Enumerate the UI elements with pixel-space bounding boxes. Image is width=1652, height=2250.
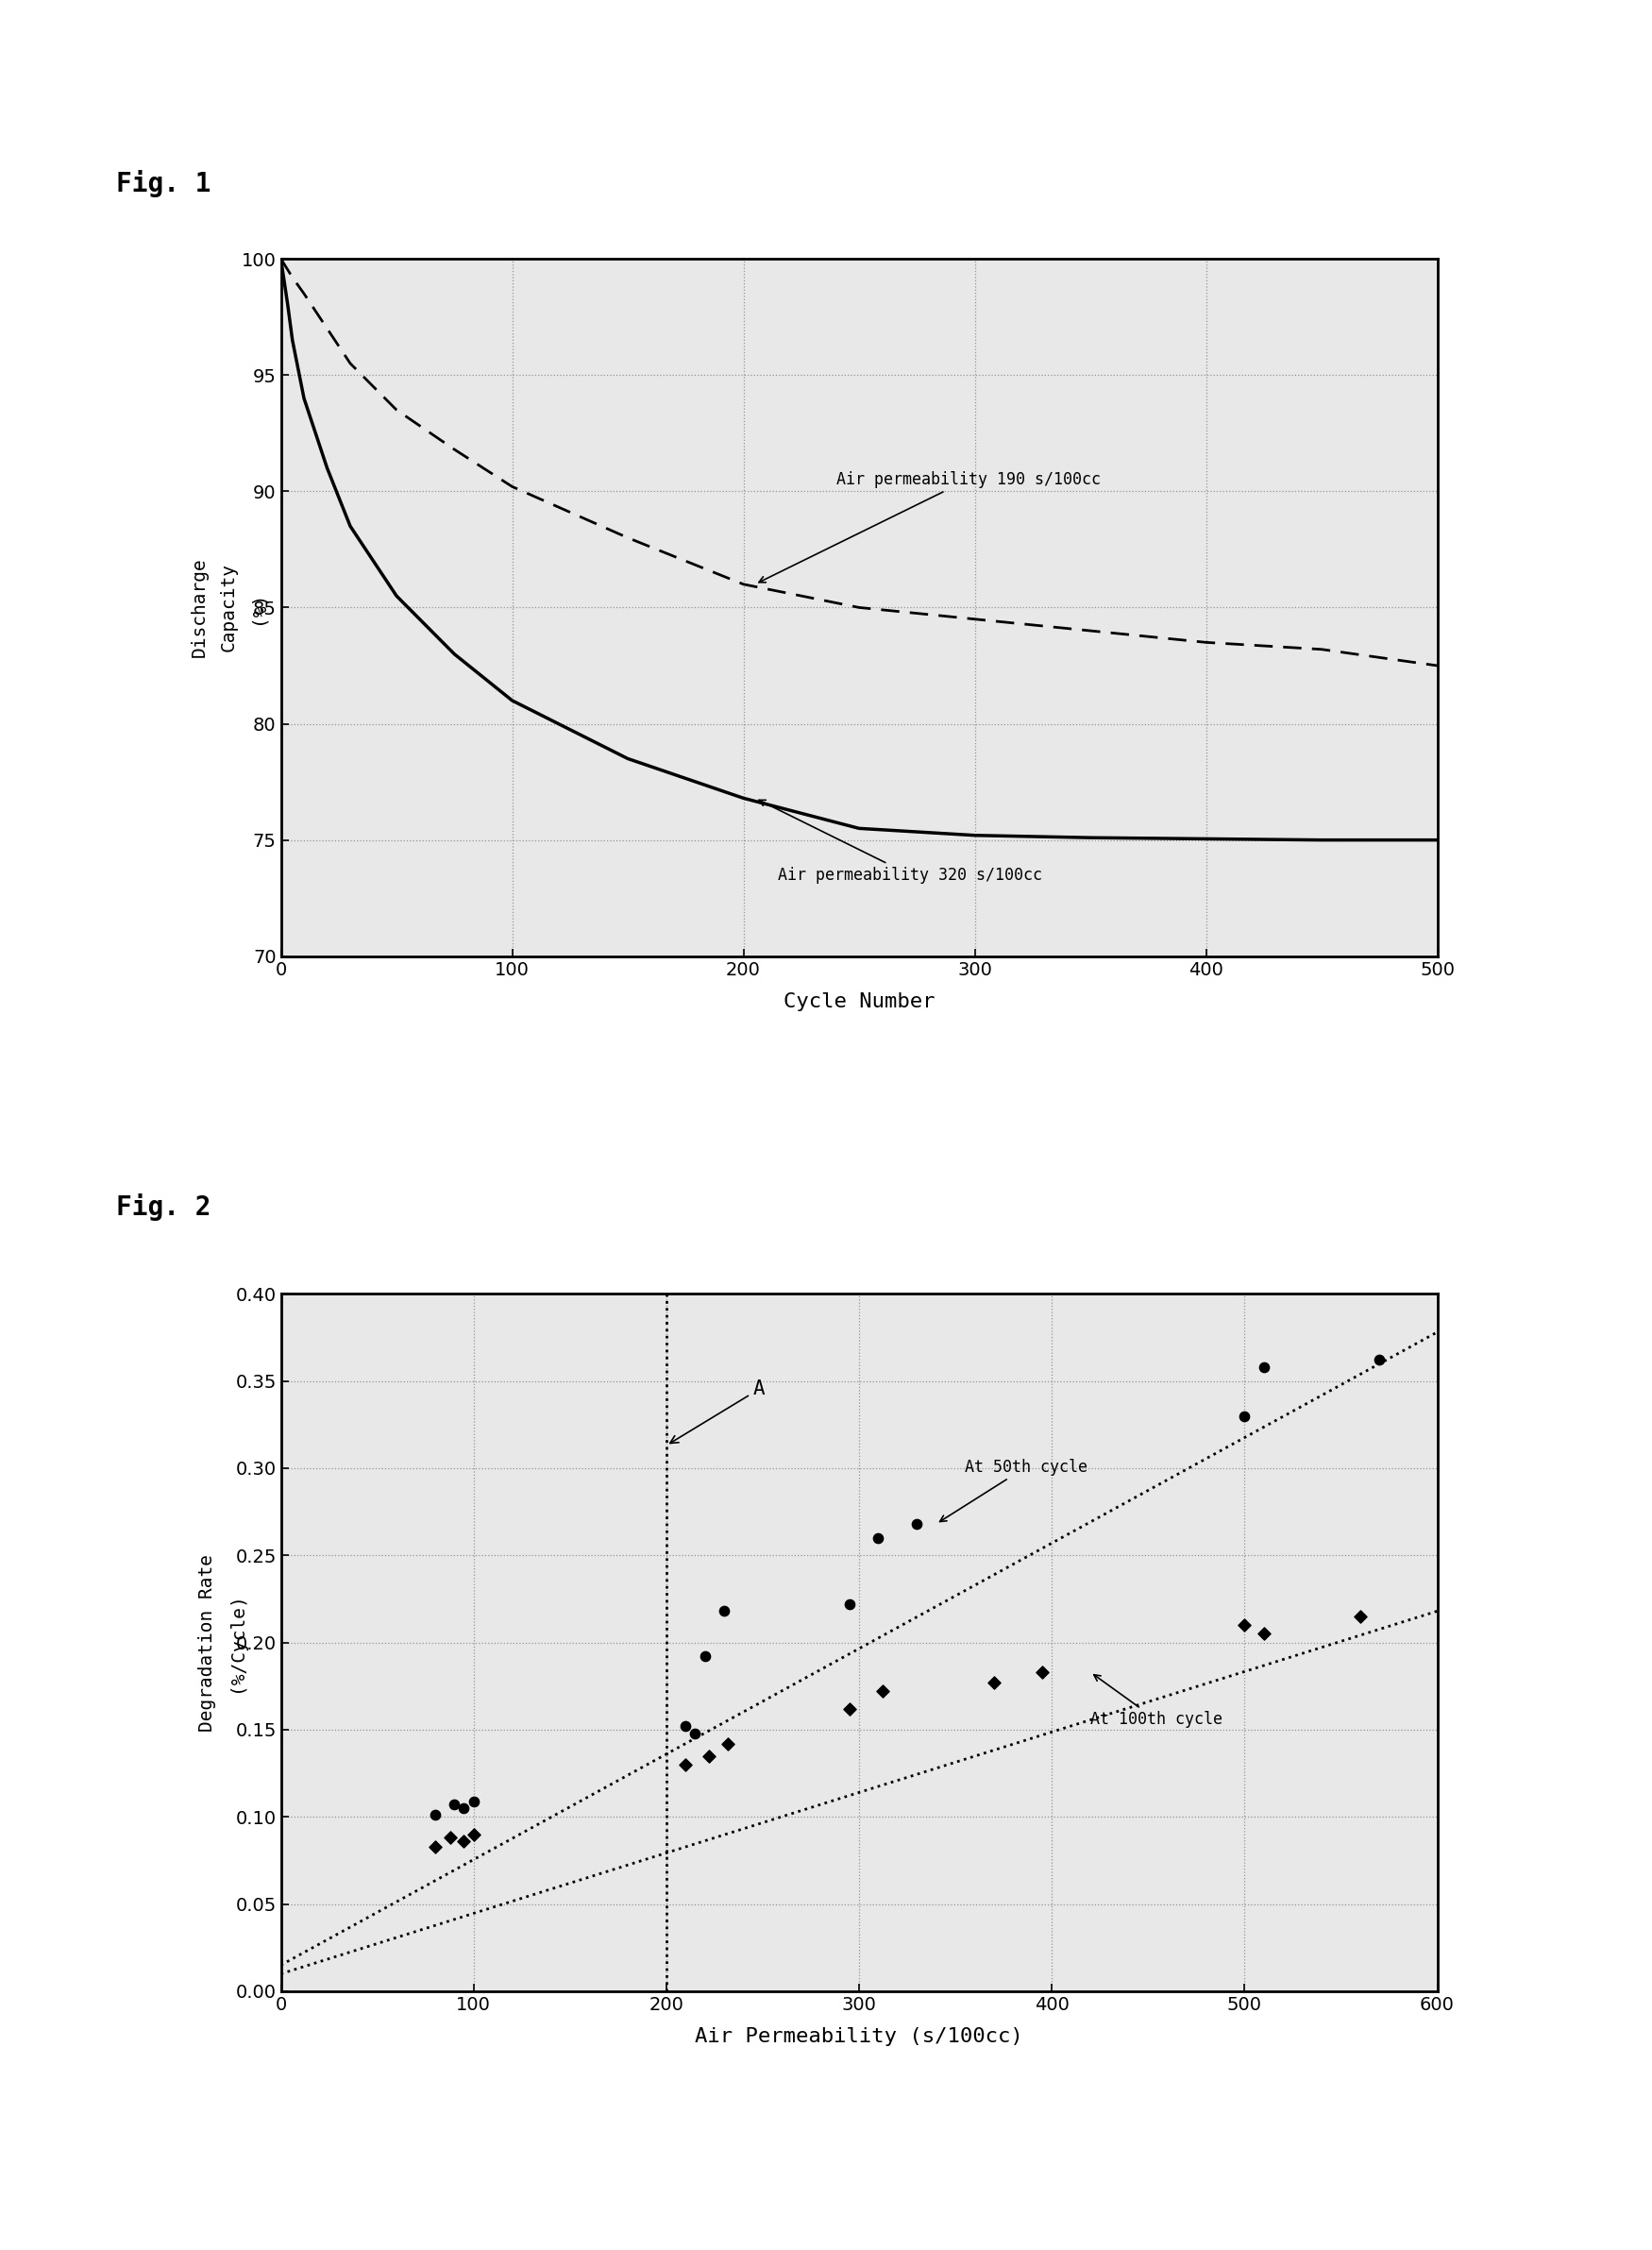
- Point: [836, 1690, 862, 1726]
- Point: [451, 1791, 477, 1827]
- Point: [1231, 1606, 1257, 1642]
- Text: Fig. 2: Fig. 2: [116, 1192, 210, 1222]
- Point: [695, 1737, 722, 1773]
- Point: [1346, 1597, 1373, 1633]
- Point: [672, 1708, 699, 1744]
- Point: [981, 1665, 1008, 1701]
- Text: At 50th cycle: At 50th cycle: [940, 1458, 1087, 1521]
- Point: [866, 1521, 892, 1557]
- Point: [1251, 1350, 1277, 1386]
- Point: [461, 1784, 487, 1820]
- Point: [461, 1816, 487, 1852]
- Point: [710, 1593, 737, 1629]
- Text: Fig. 1: Fig. 1: [116, 169, 210, 198]
- Point: [451, 1822, 477, 1858]
- Point: [1231, 1397, 1257, 1433]
- Text: A: A: [671, 1379, 765, 1442]
- Point: [904, 1505, 930, 1541]
- Point: [715, 1726, 742, 1762]
- Text: At 100th cycle: At 100th cycle: [1090, 1674, 1222, 1728]
- Y-axis label: Discharge
Capacity
(%): Discharge Capacity (%): [190, 558, 266, 657]
- Point: [441, 1786, 468, 1822]
- Point: [869, 1674, 895, 1710]
- Point: [692, 1638, 719, 1674]
- Point: [1251, 1615, 1277, 1651]
- Point: [421, 1798, 448, 1834]
- Point: [1029, 1654, 1056, 1690]
- Y-axis label: Degradation Rate
(%/Cycle): Degradation Rate (%/Cycle): [198, 1555, 246, 1730]
- Text: Air permeability 190 s/100cc: Air permeability 190 s/100cc: [758, 470, 1100, 583]
- X-axis label: Air Permeability (s/100cc): Air Permeability (s/100cc): [695, 2027, 1023, 2045]
- Point: [836, 1586, 862, 1622]
- Point: [438, 1820, 464, 1856]
- Point: [1366, 1341, 1393, 1377]
- Text: Air permeability 320 s/100cc: Air permeability 320 s/100cc: [758, 801, 1042, 884]
- Point: [421, 1829, 448, 1865]
- X-axis label: Cycle Number: Cycle Number: [783, 992, 935, 1010]
- Point: [672, 1746, 699, 1782]
- Point: [682, 1714, 709, 1750]
